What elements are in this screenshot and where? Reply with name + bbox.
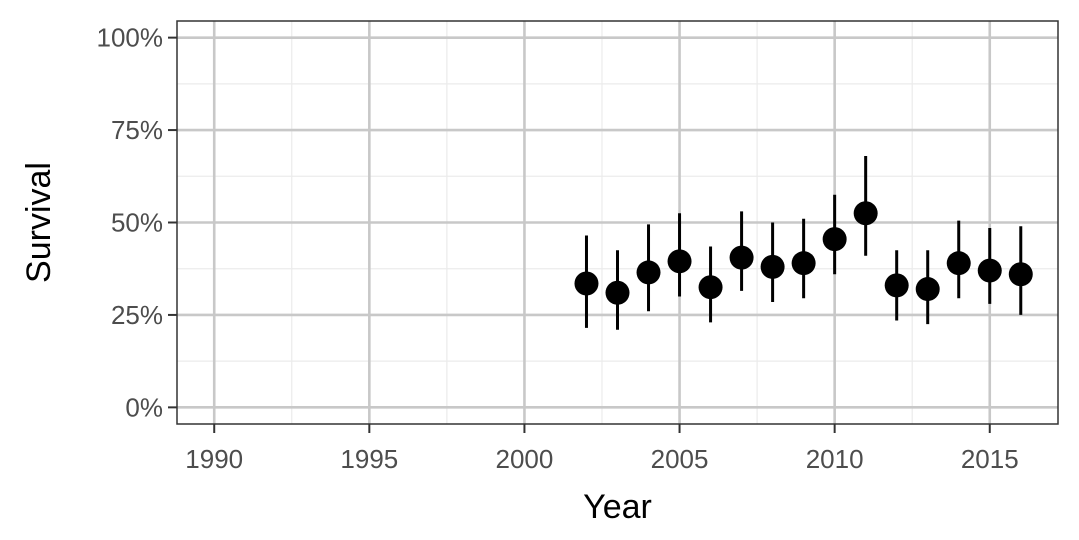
data-points (574, 201, 1033, 305)
data-point (915, 277, 940, 302)
y-axis-ticks: 0% 25% 50% 75% 100% (97, 23, 177, 422)
data-point (977, 258, 1002, 283)
data-point (636, 260, 661, 285)
data-point (853, 201, 878, 226)
data-point (698, 275, 723, 300)
x-tick-label: 2010 (806, 444, 864, 474)
data-point (574, 271, 599, 296)
x-tick-label: 1995 (340, 444, 398, 474)
y-tick-label: 0% (125, 392, 163, 422)
y-tick-label: 25% (111, 300, 163, 330)
data-point (822, 227, 847, 252)
error-bars (584, 155, 1023, 330)
data-point (1008, 262, 1033, 287)
data-point (729, 245, 754, 270)
data-point (884, 273, 909, 298)
major-gridlines (177, 21, 1058, 424)
data-point (946, 251, 971, 276)
x-axis-title: Year (583, 488, 652, 526)
x-tick-label: 2005 (651, 444, 709, 474)
data-point (667, 249, 692, 274)
x-tick-label: 2000 (496, 444, 554, 474)
y-tick-label: 100% (97, 23, 164, 53)
y-tick-label: 75% (111, 115, 163, 145)
x-tick-label: 2015 (961, 444, 1019, 474)
y-axis-title: Survival (20, 162, 58, 283)
x-axis-ticks: 1990 1995 2000 2005 2010 2015 (185, 424, 1019, 474)
data-point (760, 254, 785, 279)
x-tick-label: 1990 (185, 444, 243, 474)
y-tick-label: 50% (111, 208, 163, 238)
data-point (605, 280, 630, 305)
data-point (791, 251, 816, 276)
